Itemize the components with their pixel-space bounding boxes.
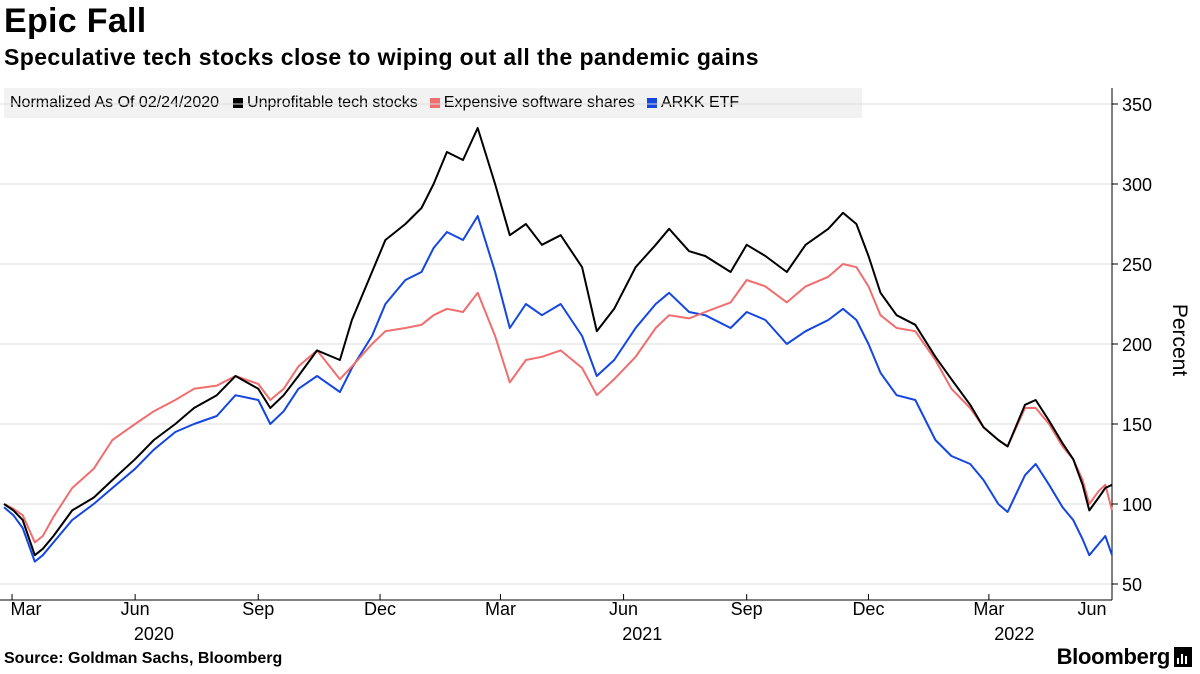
legend-item-software: Expensive software shares [429,94,635,112]
legend: Normalized As Of 02/24/2020 Unprofitable… [4,88,862,118]
x-year-label-1: 2021 [622,624,662,644]
legend-item-unprofitable: Unprofitable tech stocks [233,94,418,112]
legend-item-arkk: ARKK ETF [646,94,740,112]
legend-label-software: Expensive software shares [443,94,635,111]
series-line-arkk-etf [3,215,1113,563]
x-tick-label-3: Dec [364,599,396,619]
x-tick-label-8: Mar [973,599,1004,619]
x-tick-label-9: Jun [1077,599,1106,619]
x-tick-label-1: Jun [121,599,150,619]
x-tick-label-0: Mar [11,599,42,619]
x-tick-label-6: Sep [731,599,763,619]
x-tick-label-4: Mar [485,599,516,619]
y-axis-label: Percent [1168,304,1191,377]
chart-title: Epic Fall [4,2,147,40]
legend-label-unprofitable: Unprofitable tech stocks [247,94,418,111]
x-tick-label-7: Dec [852,599,884,619]
series-line-unprofitable-tech-stocks [3,127,1113,557]
y-tick-label-250: 250 [1122,255,1152,275]
y-tick-label-200: 200 [1122,335,1152,355]
legend-swatch-unprofitable [233,98,244,108]
y-tick-label-300: 300 [1122,175,1152,195]
y-tick-label-100: 100 [1122,495,1152,515]
brand-wordmark: Bloomberg [1056,644,1171,669]
y-tick-label-350: 350 [1122,95,1152,115]
y-tick-label-50: 50 [1122,575,1142,595]
y-tick-label-150: 150 [1122,415,1152,435]
x-year-label-0: 2020 [134,624,174,644]
chart-subtitle: Speculative tech stocks close to wiping … [4,44,759,70]
legend-swatch-arkk [646,98,657,108]
legend-swatch-software [429,98,440,108]
legend-label-arkk: ARKK ETF [660,94,740,111]
legend-note: Normalized As Of 02/24/2020 [10,94,220,111]
source-note: Source: Goldman Sachs, Bloomberg [4,650,283,667]
x-tick-label-5: Jun [609,599,638,619]
brand-logo: Bloomberg [1057,644,1192,670]
x-year-label-2: 2022 [994,624,1034,644]
bloomberg-terminal-icon [1174,647,1192,667]
x-tick-label-2: Sep [242,599,274,619]
